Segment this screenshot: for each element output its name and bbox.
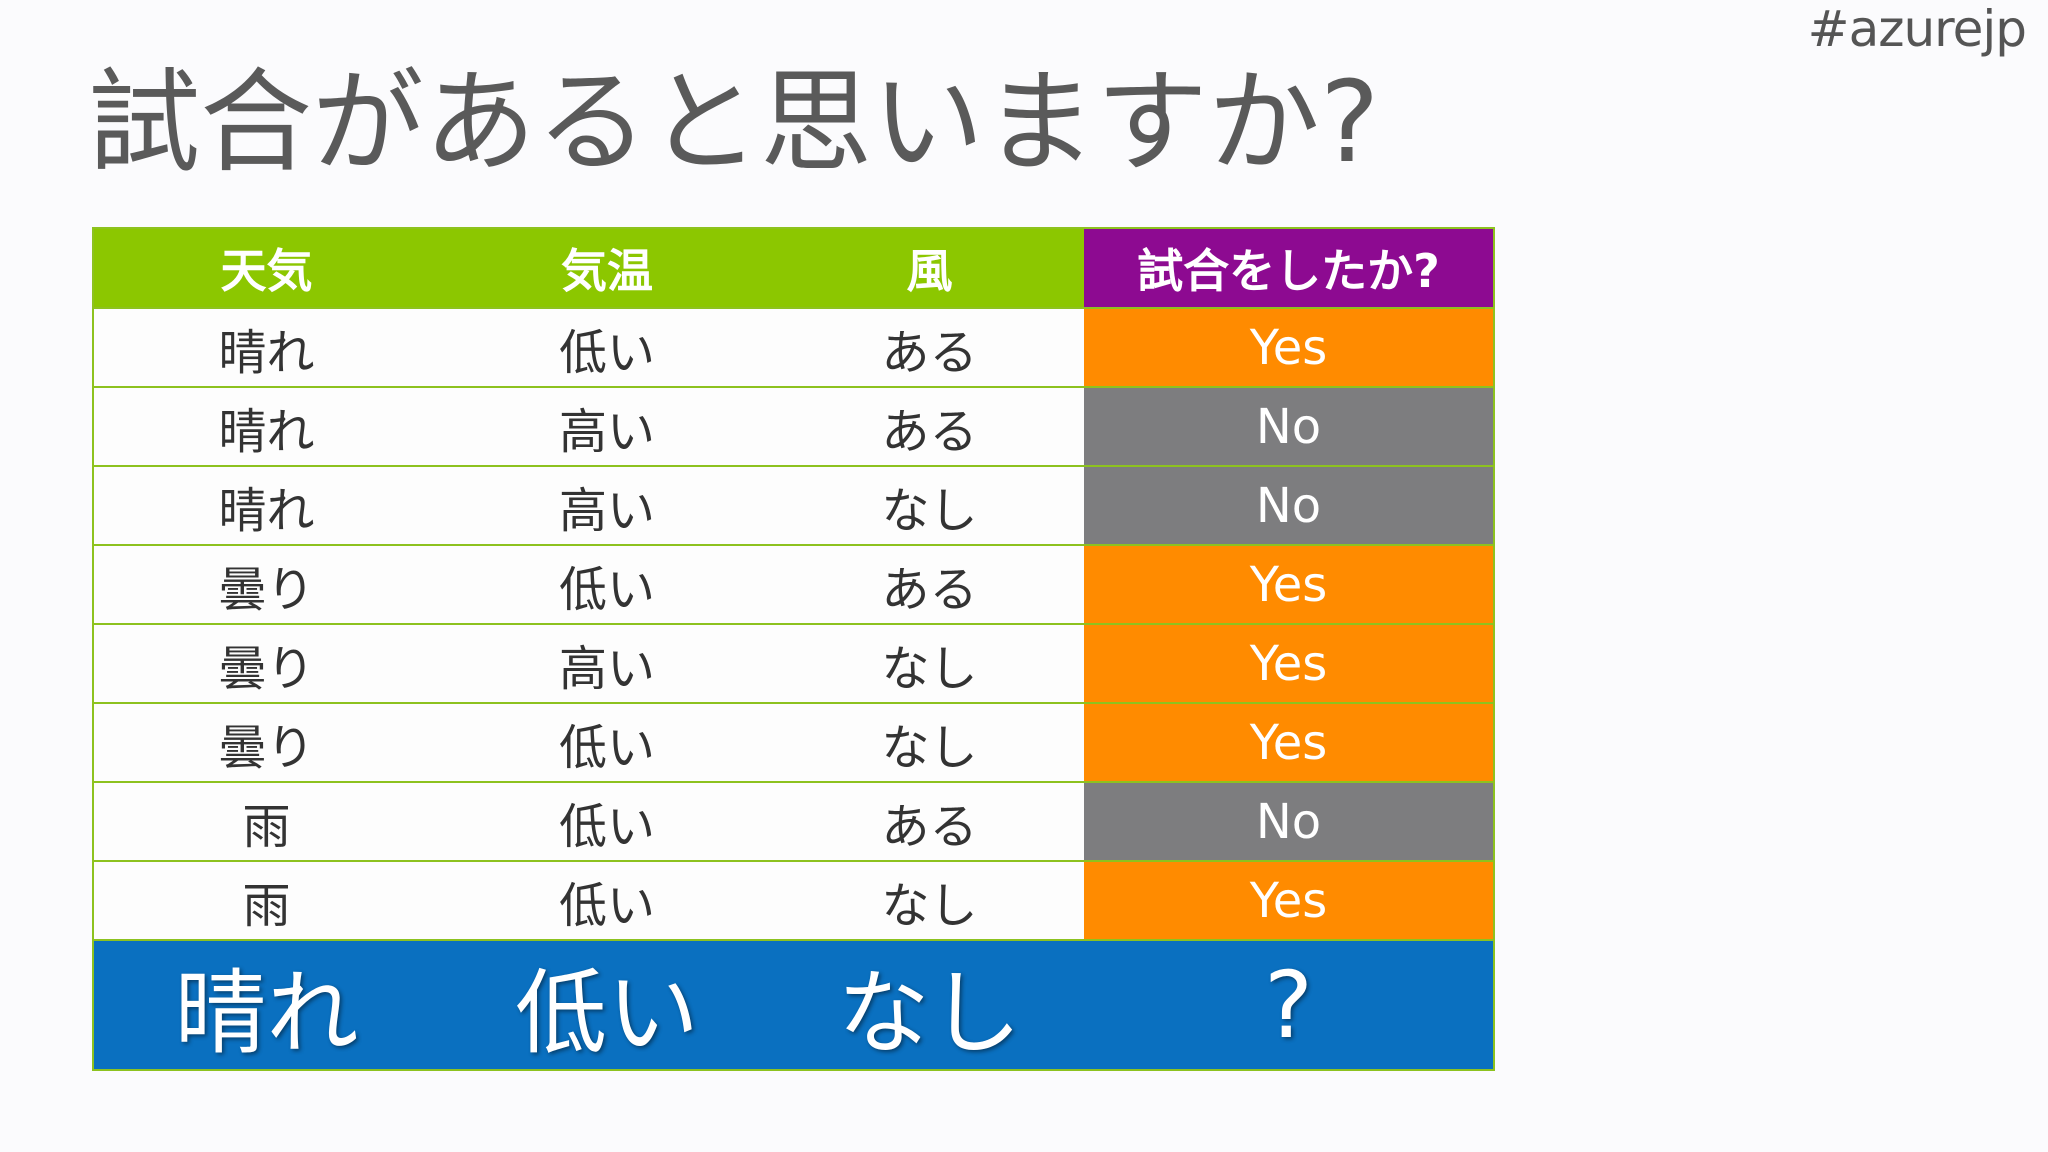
cell-played: No — [1084, 783, 1493, 860]
cell-played: Yes — [1084, 546, 1493, 623]
query-row: 晴れ 低い なし ? — [94, 941, 1493, 1069]
cell-played: Yes — [1084, 862, 1493, 939]
cell-wind: ある — [775, 309, 1084, 386]
cell-temperature: 低い — [439, 309, 775, 386]
table-row: 晴れ 低い ある Yes — [94, 309, 1493, 388]
cell-weather: 晴れ — [94, 388, 439, 465]
table-header-row: 天気 気温 風 試合をしたか? — [94, 229, 1493, 309]
header-weather: 天気 — [94, 229, 439, 307]
cell-weather: 雨 — [94, 783, 439, 860]
cell-wind: なし — [775, 625, 1084, 702]
header-played: 試合をしたか? — [1084, 229, 1493, 307]
slide-title: 試合があると思いますか? — [88, 32, 1379, 194]
cell-weather: 曇り — [94, 546, 439, 623]
table-row: 晴れ 高い ある No — [94, 388, 1493, 467]
cell-played: No — [1084, 467, 1493, 544]
header-temperature: 気温 — [439, 229, 775, 307]
cell-weather: 晴れ — [94, 467, 439, 544]
cell-played: No — [1084, 388, 1493, 465]
cell-temperature: 高い — [439, 467, 775, 544]
cell-played: Yes — [1084, 309, 1493, 386]
cell-weather: 曇り — [94, 704, 439, 781]
cell-temperature: 低い — [439, 704, 775, 781]
query-wind: なし — [775, 941, 1084, 1069]
cell-temperature: 低い — [439, 862, 775, 939]
table-row: 曇り 低い なし Yes — [94, 704, 1493, 783]
cell-wind: なし — [775, 704, 1084, 781]
cell-temperature: 高い — [439, 625, 775, 702]
cell-temperature: 低い — [439, 783, 775, 860]
table-row: 晴れ 高い なし No — [94, 467, 1493, 546]
cell-played: Yes — [1084, 625, 1493, 702]
hashtag-label: #azurejp — [1808, 0, 2026, 58]
table-row: 雨 低い ある No — [94, 783, 1493, 862]
header-wind: 風 — [775, 229, 1084, 307]
cell-wind: なし — [775, 467, 1084, 544]
query-temperature: 低い — [439, 941, 775, 1069]
cell-wind: ある — [775, 388, 1084, 465]
query-weather: 晴れ — [94, 941, 439, 1069]
cell-weather: 雨 — [94, 862, 439, 939]
cell-wind: ある — [775, 783, 1084, 860]
table-row: 雨 低い なし Yes — [94, 862, 1493, 941]
data-table: 天気 気温 風 試合をしたか? 晴れ 低い ある Yes 晴れ 高い ある No… — [92, 227, 1495, 1071]
cell-weather: 曇り — [94, 625, 439, 702]
cell-temperature: 低い — [439, 546, 775, 623]
cell-played: Yes — [1084, 704, 1493, 781]
cell-weather: 晴れ — [94, 309, 439, 386]
table-row: 曇り 高い なし Yes — [94, 625, 1493, 704]
cell-wind: ある — [775, 546, 1084, 623]
cell-wind: なし — [775, 862, 1084, 939]
table-row: 曇り 低い ある Yes — [94, 546, 1493, 625]
query-result: ? — [1084, 941, 1493, 1069]
cell-temperature: 高い — [439, 388, 775, 465]
